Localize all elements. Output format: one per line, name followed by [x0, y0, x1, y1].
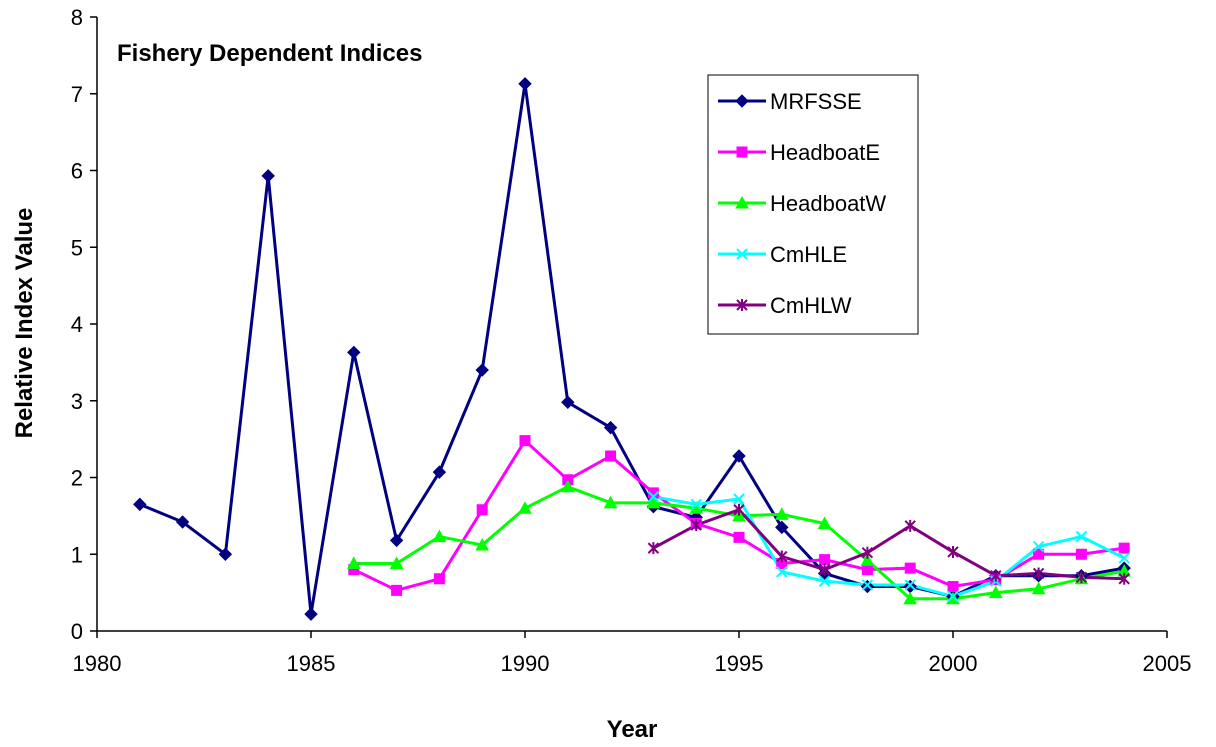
- marker: [736, 146, 748, 158]
- x-tick-label: 1985: [287, 651, 336, 676]
- marker: [475, 363, 489, 377]
- marker: [603, 495, 618, 509]
- marker: [218, 547, 233, 561]
- legend-label: HeadboatE: [770, 140, 880, 165]
- marker: [861, 579, 874, 591]
- series-line: [652, 507, 1125, 581]
- marker: [733, 531, 745, 543]
- marker: [988, 585, 1003, 599]
- series-line: [139, 83, 1125, 615]
- marker: [647, 542, 660, 555]
- marker: [903, 591, 918, 605]
- marker: [391, 584, 403, 596]
- marker: [647, 490, 660, 503]
- legend-label: HeadboatW: [770, 191, 886, 216]
- marker: [732, 449, 746, 463]
- marker: [736, 248, 748, 260]
- marker: [1118, 552, 1130, 564]
- marker: [861, 546, 874, 559]
- marker: [860, 553, 875, 566]
- marker: [347, 345, 361, 360]
- x-axis-title: Year: [607, 716, 658, 743]
- marker: [947, 545, 959, 558]
- marker: [646, 495, 661, 509]
- marker: [947, 590, 959, 603]
- marker: [175, 515, 190, 529]
- y-tick-label: 0: [71, 619, 83, 644]
- marker: [518, 77, 532, 91]
- y-tick-label: 7: [71, 82, 83, 107]
- marker: [389, 533, 404, 548]
- y-tick-label: 3: [71, 389, 83, 414]
- marker: [775, 520, 789, 535]
- marker: [475, 537, 490, 551]
- marker: [904, 579, 916, 591]
- chart-title: Fishery Dependent Indices: [117, 40, 422, 67]
- marker: [389, 556, 404, 569]
- marker: [432, 465, 447, 479]
- marker: [861, 564, 873, 576]
- marker: [1032, 540, 1045, 553]
- marker: [603, 420, 618, 435]
- marker: [904, 562, 916, 574]
- x-tick-label: 2005: [1143, 651, 1192, 676]
- marker: [903, 579, 917, 594]
- marker: [346, 556, 361, 569]
- marker: [560, 479, 575, 493]
- marker: [605, 450, 617, 462]
- marker: [690, 498, 702, 511]
- marker: [133, 497, 147, 512]
- marker: [304, 607, 318, 621]
- x-tick-label: 1995: [715, 651, 764, 676]
- marker: [904, 519, 916, 532]
- marker: [776, 566, 788, 578]
- marker: [776, 550, 788, 563]
- series-line: [653, 495, 1125, 599]
- marker: [818, 563, 831, 576]
- marker: [518, 501, 532, 514]
- marker: [1118, 542, 1130, 554]
- marker: [519, 435, 531, 447]
- marker: [1075, 571, 1088, 584]
- y-tick-label: 8: [71, 5, 83, 30]
- marker: [476, 504, 488, 516]
- y-tick-label: 4: [71, 312, 83, 337]
- marker: [1118, 572, 1130, 585]
- marker: [818, 575, 831, 587]
- marker: [733, 493, 745, 505]
- marker: [561, 395, 575, 409]
- marker: [735, 195, 749, 209]
- legend-label: MRFSSE: [770, 89, 862, 114]
- x-tick-label: 1990: [501, 651, 550, 676]
- y-tick-label: 5: [71, 235, 83, 260]
- x-tick-label: 1980: [73, 651, 122, 676]
- marker: [860, 579, 875, 594]
- marker: [1075, 548, 1087, 560]
- marker: [817, 516, 832, 530]
- marker: [736, 299, 748, 311]
- y-axis-title: Relative Index Value: [11, 208, 38, 439]
- x-tick-label: 2000: [929, 651, 978, 676]
- marker: [432, 529, 447, 543]
- y-tick-label: 1: [71, 542, 83, 567]
- marker: [1032, 567, 1045, 580]
- marker: [690, 519, 702, 532]
- marker: [261, 169, 275, 183]
- y-tick-label: 6: [71, 159, 83, 184]
- marker: [774, 507, 789, 520]
- marker: [1031, 581, 1046, 595]
- marker: [433, 573, 445, 585]
- marker: [733, 503, 745, 516]
- legend-label: CmHLE: [770, 242, 847, 267]
- y-tick-label: 2: [71, 466, 83, 491]
- marker: [819, 554, 831, 566]
- legend: MRFSSE HeadboatE HeadboatW CmHLE CmHLW: [707, 74, 919, 335]
- marker: [735, 94, 749, 108]
- marker: [947, 580, 959, 592]
- marker: [1075, 530, 1088, 543]
- legend-label: CmHLW: [770, 293, 852, 318]
- marker: [990, 569, 1002, 582]
